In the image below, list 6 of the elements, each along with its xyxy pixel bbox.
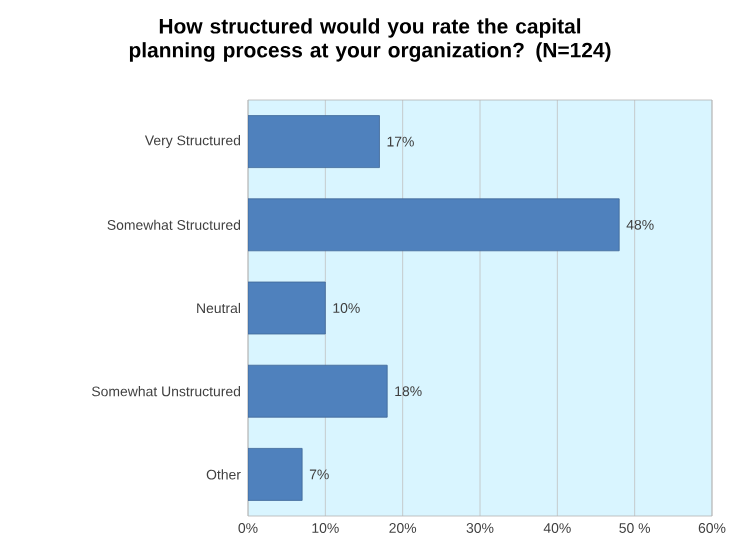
bar — [248, 115, 380, 168]
bar — [248, 281, 326, 335]
bar — [248, 198, 620, 252]
bar — [248, 448, 303, 501]
chart-title: How structured would you rate the capital planning process at your organization? (N=124) — [129, 18, 611, 62]
bar — [248, 364, 388, 418]
